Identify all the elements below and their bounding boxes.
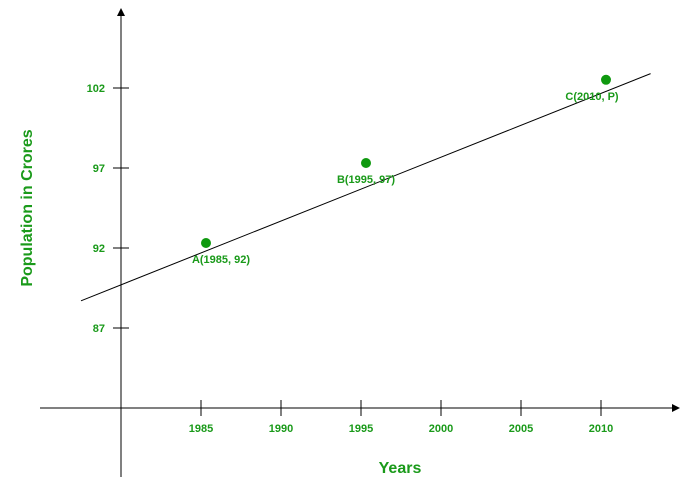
y-tick-label: 92 (93, 243, 105, 255)
x-tick-label: 2010 (589, 423, 613, 435)
x-axis-arrow (672, 404, 680, 412)
x-tick-label: 1985 (189, 423, 213, 435)
data-point (201, 238, 211, 248)
series: A(1985, 92) B(1995, 97) C(2010, P) (80, 73, 651, 302)
x-axis-title: Years (379, 460, 422, 477)
y-tick-label: 87 (93, 323, 105, 335)
data-point-label: A(1985, 92) (192, 254, 250, 266)
x-tick-label: 2005 (509, 423, 533, 435)
y-axis-title: Population in Crores (19, 129, 36, 286)
data-point (361, 158, 371, 168)
axis-titles: Years Population in Crores (19, 129, 421, 477)
y-tick-label: 97 (93, 163, 105, 175)
x-tick-label: 2000 (429, 423, 453, 435)
data-point (601, 74, 611, 85)
axes (40, 8, 680, 477)
data-point-label: C(2010, P) (565, 91, 619, 103)
y-axis-arrow (117, 8, 125, 16)
x-tick-label: 1990 (269, 423, 293, 435)
x-tick-label: 1995 (349, 423, 373, 435)
data-point-label: B(1995, 97) (337, 174, 395, 186)
y-tick-label: 102 (87, 83, 105, 95)
ticks: 1985 1990 1995 2000 2005 2010 87 92 97 102 (87, 83, 614, 435)
trend-line (80, 73, 651, 302)
